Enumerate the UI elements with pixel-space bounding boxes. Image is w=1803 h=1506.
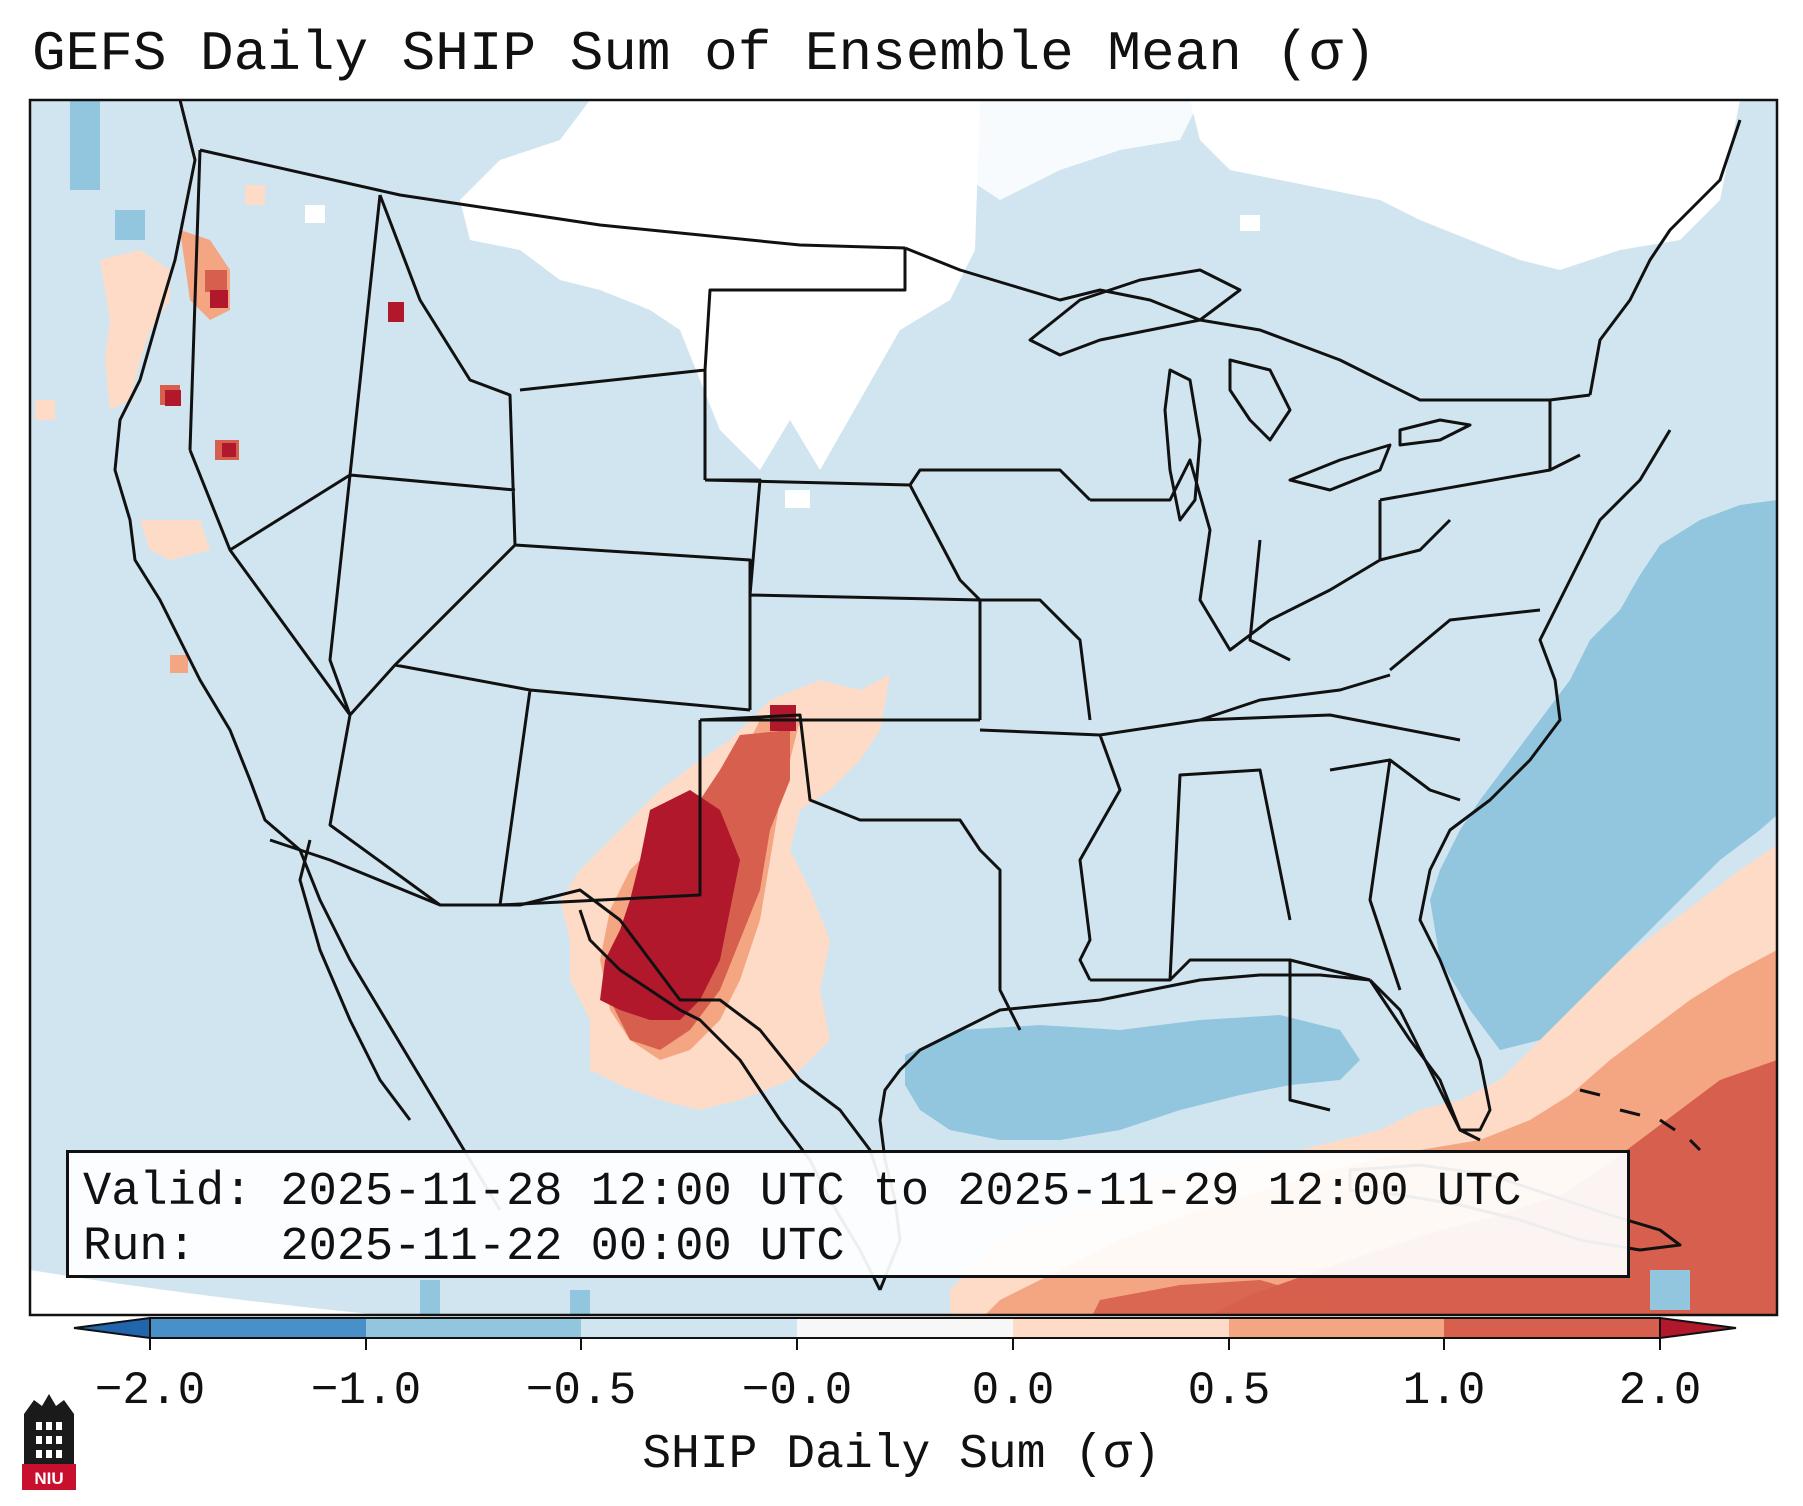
mexico-border (269, 838, 882, 1181)
colorbar-bin-6 (1229, 1318, 1444, 1338)
state-borders (188, 149, 1581, 1112)
colorbar-outline (149, 1317, 1661, 1339)
colorbar-tick-label: 1.0 (1402, 1365, 1486, 1417)
colorbar-tick-label: 2.0 (1618, 1365, 1702, 1417)
colorbar-bin-5 (1013, 1318, 1229, 1338)
colorbar-tick-label: −0.0 (741, 1365, 853, 1417)
logo-badge (22, 1464, 76, 1490)
logo-text: NIU (34, 1469, 63, 1488)
colorbar-tick-label: 0.0 (971, 1365, 1055, 1417)
florida-outline (1368, 978, 1481, 1142)
caribbean-strong-positive (1210, 1060, 1777, 1315)
oklahoma-extreme-cell (770, 705, 796, 731)
colorbar-label: SHIP Daily Sum (σ) (642, 1428, 1161, 1482)
colorbar-bin-1 (150, 1318, 366, 1338)
atlantic-negative-anomaly (1430, 500, 1777, 1050)
colorbar-bin-3 (581, 1318, 797, 1338)
texas-extreme-positive (600, 790, 740, 1020)
pacific-northwest-anomaly (35, 185, 404, 673)
projection-edge-bottom-left (30, 1270, 381, 1315)
niu-logo: NIU (22, 1394, 76, 1490)
colorbar-extend-low (73, 1316, 151, 1340)
colorbar-ticks (149, 1338, 1661, 1350)
validity-info-box: Valid: 2025-11-28 12:00 UTC to 2025-11-2… (66, 1150, 1630, 1278)
colorbar-tick-label: −0.5 (525, 1365, 637, 1417)
colorbar-bin-7 (1444, 1318, 1660, 1338)
canada-border (199, 148, 906, 250)
colorbar-tick-label: 0.5 (1187, 1365, 1271, 1417)
colorbar-extend-high (1659, 1316, 1737, 1340)
lake-erie (1288, 443, 1392, 492)
caribbean-lower-strong-positive (1092, 1280, 1330, 1315)
run-time-text: Run: 2025-11-22 00:00 UTC (83, 1221, 845, 1274)
colorbar-tick-label: −2.0 (94, 1365, 206, 1417)
page-title: GEFS Daily SHIP Sum of Ensemble Mean (σ) (32, 22, 1377, 86)
colorbar-bin-2 (366, 1318, 581, 1338)
colorbar (73, 1316, 1737, 1350)
lake-michigan (1163, 368, 1202, 522)
lake-ontario (1398, 418, 1472, 447)
gulf-negative-anomaly (905, 1015, 1360, 1140)
pacific-negative-cells (70, 100, 1690, 1315)
colorbar-tick-label: −1.0 (310, 1365, 422, 1417)
west-coastline (113, 100, 502, 1211)
valid-time-text: Valid: 2025-11-28 12:00 UTC to 2025-11-2… (83, 1166, 1522, 1219)
lake-superior (1028, 268, 1242, 357)
map-frame (28, 98, 1779, 1317)
lake-huron (1228, 358, 1292, 442)
colorbar-bin-4 (797, 1318, 1013, 1338)
